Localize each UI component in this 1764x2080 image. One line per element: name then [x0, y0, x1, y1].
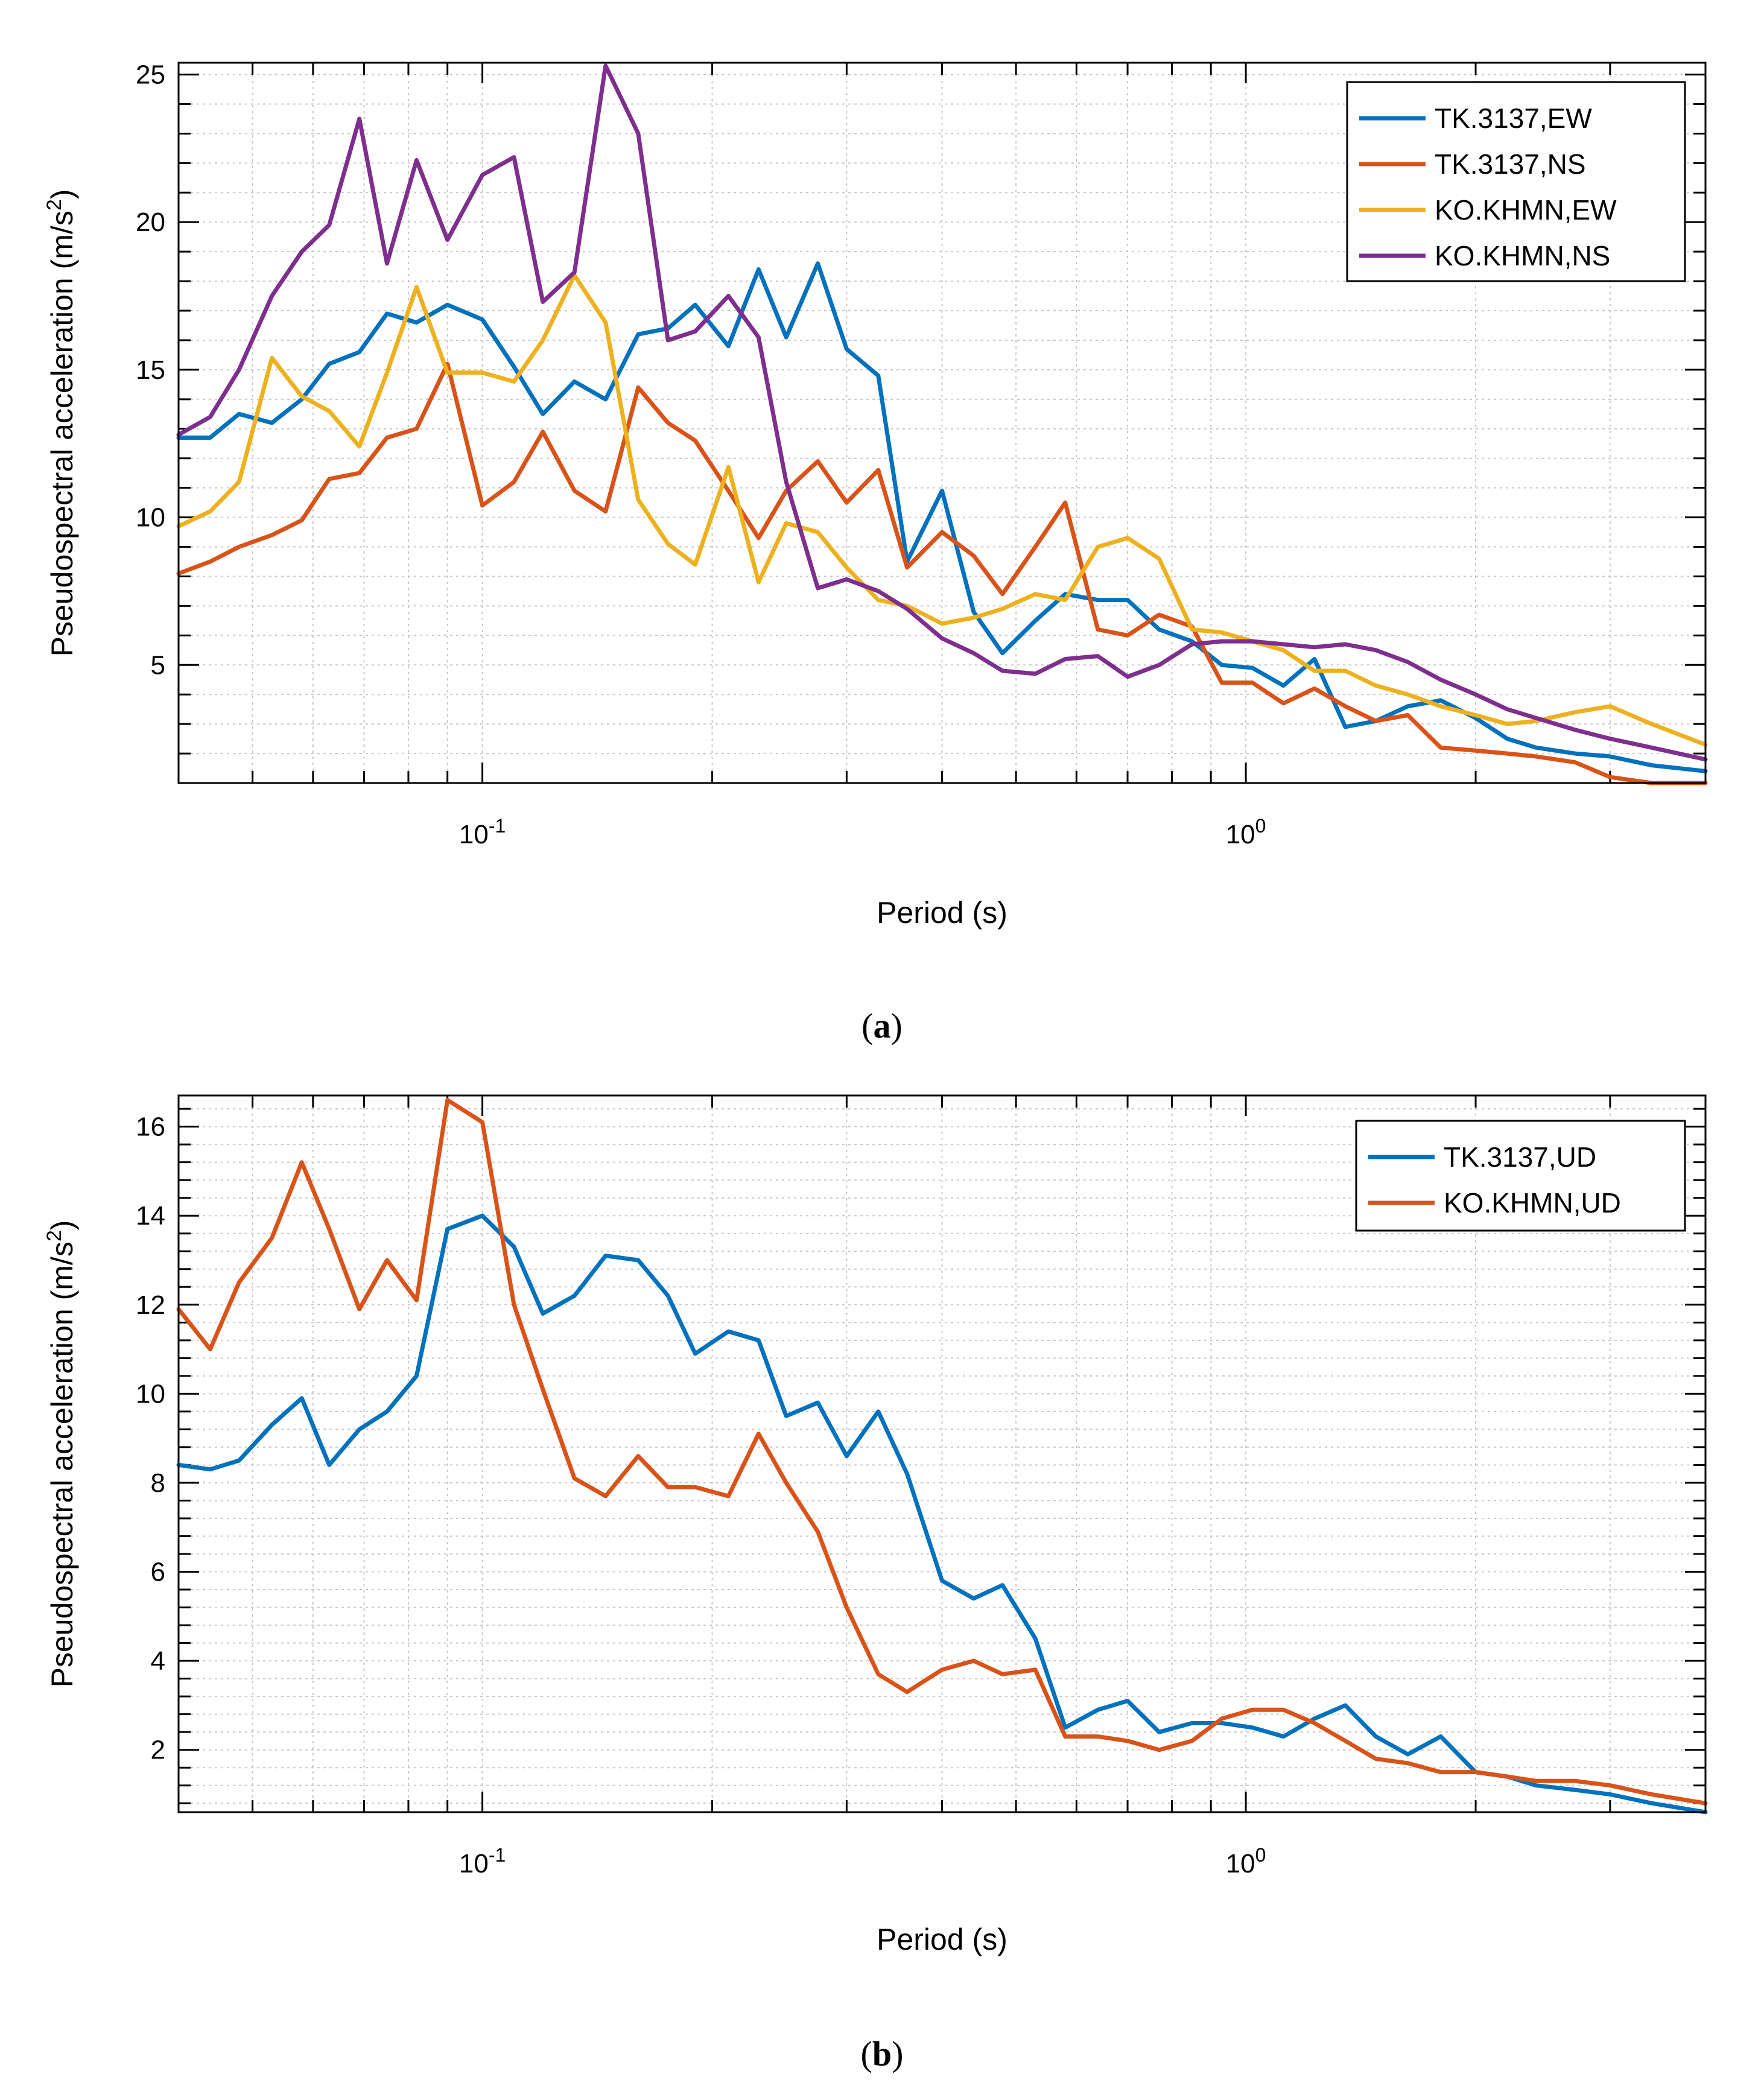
y-tick-label: 5: [151, 650, 165, 680]
series-line-3: [176, 273, 1708, 747]
grid-b: [178, 1095, 1706, 1812]
legend-label: TK.3137,UD: [1444, 1141, 1596, 1173]
x-axis-label-b: Period (s): [877, 1923, 1007, 1956]
legend-label: KO.KHMN,NS: [1435, 240, 1610, 271]
caption-b: (b): [861, 2034, 904, 2073]
legend-a: TK.3137,EW TK.3137,NS KO.KHMN,EW KO.KHMN,NS: [1346, 81, 1686, 282]
y-tick-label: 6: [151, 1558, 165, 1587]
y-axis-label-a: Pseudospectral acceleration (m/s2): [43, 189, 79, 657]
y-tick-label: 4: [151, 1646, 165, 1676]
x-tick-label: 100: [1226, 815, 1266, 849]
caption-a: (a): [861, 1006, 903, 1045]
legend-box: [1346, 81, 1686, 282]
chart-a: 5 10 15 20 25 10-1 100 Period (s) Pseudospect…: [43, 60, 1708, 1045]
series-line-2: [176, 361, 1708, 785]
xtick-labels-b: 10-1 100: [459, 1844, 1266, 1879]
y-tick-label: 20: [136, 208, 165, 237]
series-line-2: [176, 1097, 1708, 1806]
chart-b: 2 4 6 8 10 12 14 16 10-1 100 Period (s) Pseudosp…: [43, 1094, 1708, 2073]
legend-label: TK.3137,NS: [1435, 148, 1586, 180]
xtick-labels-a: 10-1 100: [459, 815, 1266, 849]
legend-box: [1355, 1120, 1686, 1232]
series-a: [176, 63, 1708, 785]
y-tick-label: 14: [136, 1201, 165, 1231]
y-tick-label: 2: [151, 1736, 165, 1765]
x-tick-label: 10-1: [459, 815, 506, 849]
ytick-labels-b: 2 4 6 8 10 12 14 16: [136, 1112, 165, 1765]
series-line-4: [176, 63, 1708, 762]
y-tick-label: 10: [136, 503, 165, 533]
legend-label: TK.3137,EW: [1435, 103, 1592, 134]
x-axis-label-a: Period (s): [877, 896, 1007, 930]
legend-label: KO.KHMN,EW: [1435, 194, 1617, 226]
x-tick-label: 10-1: [459, 1844, 506, 1879]
series-b: [176, 1097, 1708, 1815]
plot-frame-b: [177, 1094, 1707, 1813]
series-line-1: [176, 1213, 1708, 1815]
y-tick-label: 16: [136, 1112, 165, 1142]
x-tick-label: 100: [1226, 1844, 1266, 1879]
y-tick-label: 8: [151, 1468, 165, 1498]
plot-frame-a: [177, 62, 1707, 784]
y-tick-label: 15: [136, 355, 165, 385]
ytick-labels-a: 5 10 15 20 25: [136, 60, 165, 680]
legend-label: KO.KHMN,UD: [1444, 1187, 1621, 1219]
y-axis-label-b: Pseudospectral acceleration (m/s2): [43, 1220, 79, 1688]
legend-b: TK.3137,UD KO.KHMN,UD: [1355, 1120, 1686, 1232]
ticks-b: [177, 1095, 1707, 1812]
y-tick-label: 25: [136, 60, 165, 90]
y-tick-label: 10: [136, 1379, 165, 1409]
y-tick-label: 12: [136, 1290, 165, 1320]
